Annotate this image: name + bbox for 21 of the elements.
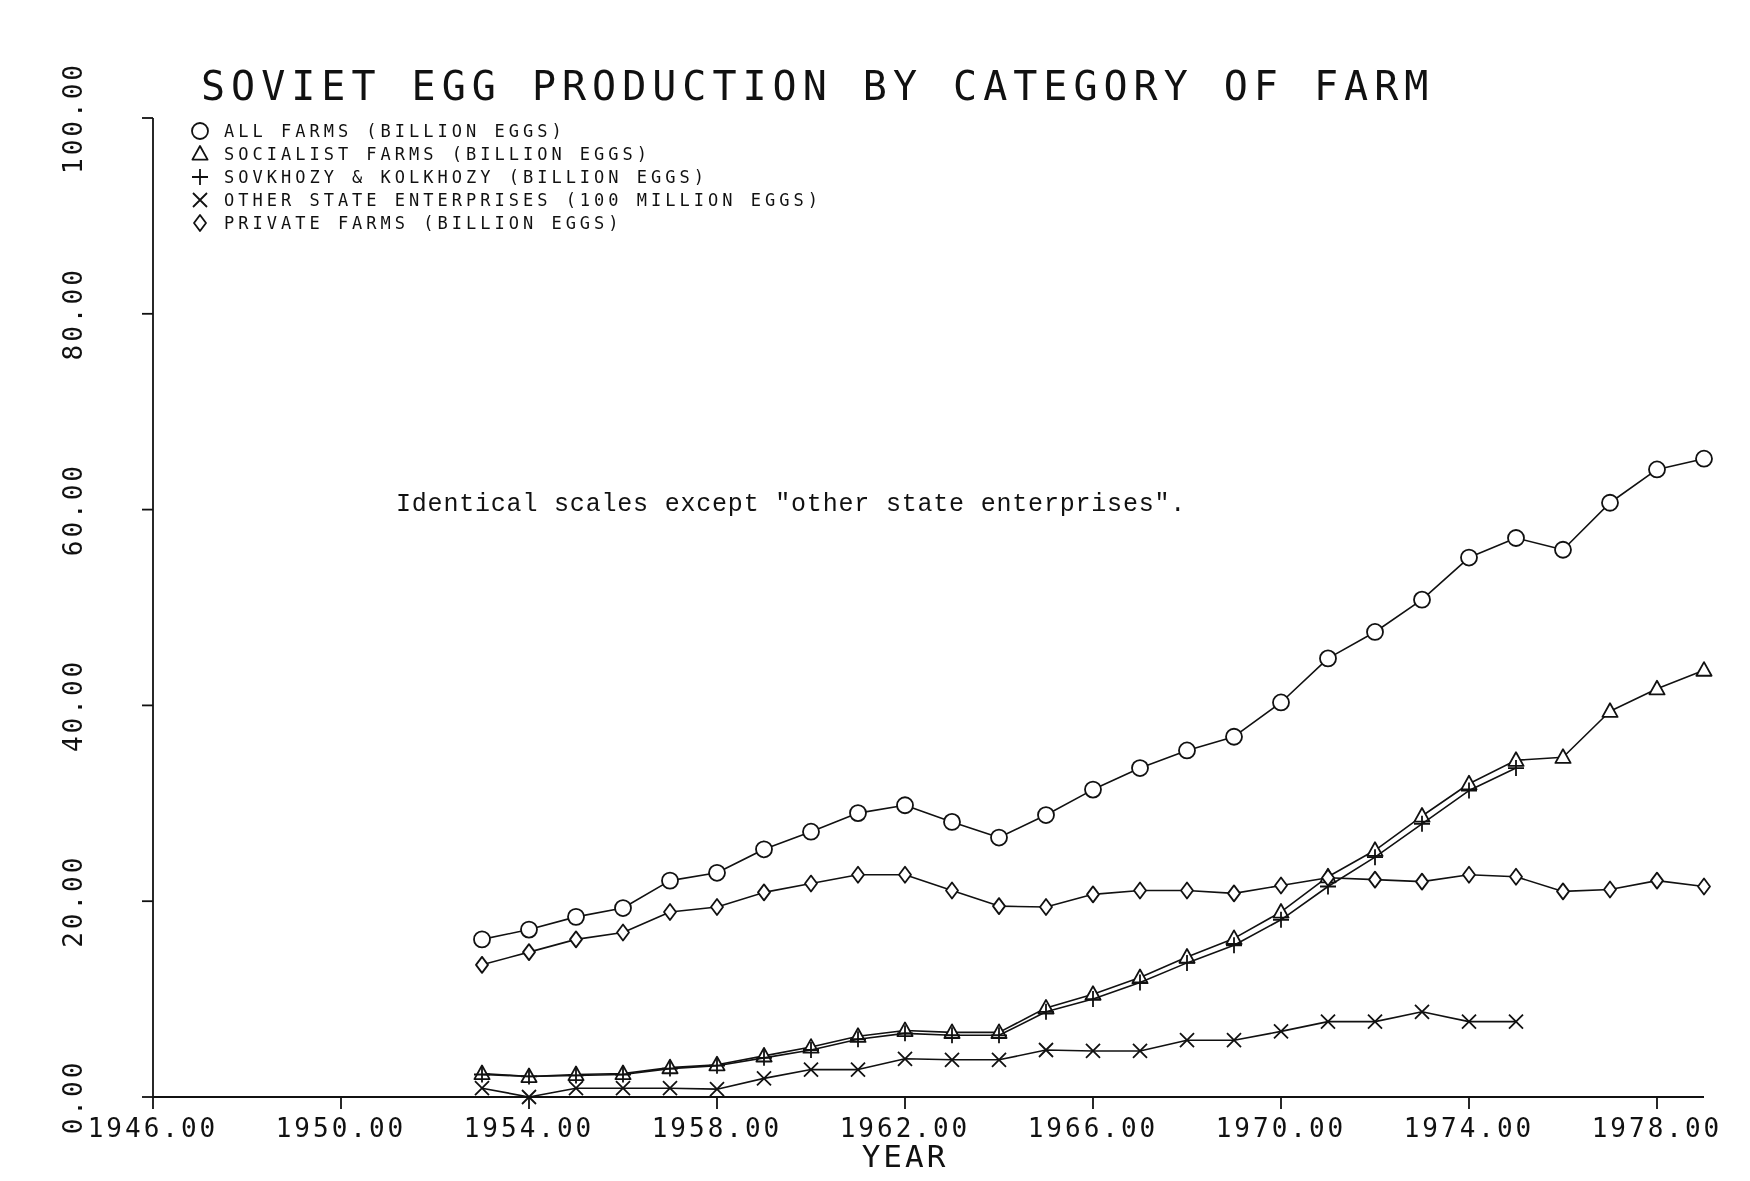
x-tick-label: 1974.00 [1403,1113,1535,1143]
y-tick-label: 0.00 [58,1059,88,1135]
x-tick-label: 1950.00 [275,1113,407,1143]
x-tick-label: 1954.00 [463,1113,595,1143]
x-tick-label: 1978.00 [1591,1113,1723,1143]
y-tick-label: 80.00 [58,267,88,361]
legend-label: ALL FARMS (BILLION EGGS) [224,121,566,141]
y-tick-label: 20.00 [58,854,88,948]
legend-label: SOCIALIST FARMS (BILLION EGGS) [224,144,652,164]
x-tick-label: 1946.00 [87,1113,219,1143]
y-tick-label: 40.00 [58,658,88,753]
y-tick-label: 60.00 [58,462,88,557]
legend-label: OTHER STATE ENTERPRISES (100 MILLION EGGS) [224,190,822,210]
legend-label: SOVKHOZY & KOLKHOZY (BILLION EGGS) [224,167,708,187]
legend-label: PRIVATE FARMS (BILLION EGGS) [224,213,623,233]
chart-title: SOVIET EGG PRODUCTION BY CATEGORY OF FARM [201,63,1435,109]
x-tick-label: 1970.00 [1215,1113,1347,1143]
x-tick-label: 1958.00 [651,1113,783,1143]
annotation: Identical scales except "other state enterprises". [396,490,1187,519]
x-tick-label: 1966.00 [1027,1113,1159,1143]
y-tick-label: 100.00 [58,62,88,174]
